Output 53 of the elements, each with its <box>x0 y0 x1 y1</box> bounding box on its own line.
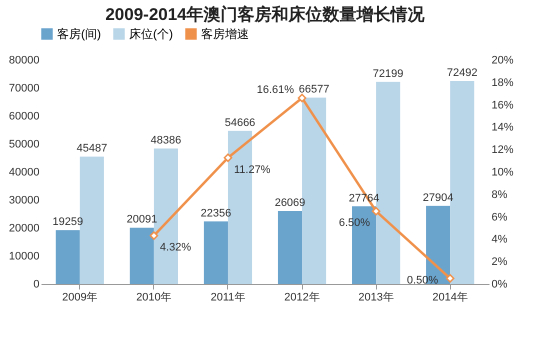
y-tick-label: 30000 <box>8 194 40 206</box>
point <box>298 94 306 102</box>
chart-title: 2009-2014年澳门客房和床位数量增长情况 <box>105 5 426 24</box>
y2-tick-label: 18% <box>492 76 514 89</box>
point <box>446 274 454 283</box>
legend-label: 床位(个) <box>129 27 173 41</box>
bar <box>130 228 154 284</box>
x-tick-label: 2013年 <box>358 292 394 304</box>
y2-tick-label: 14% <box>492 122 514 134</box>
y2-tick-label: 0% <box>492 278 508 290</box>
y2-tick-label: 6% <box>492 211 508 224</box>
x-tick-label: 2009年 <box>62 292 98 304</box>
y-tick-label: 20000 <box>8 222 40 234</box>
data-label: 19259 <box>52 216 84 228</box>
data-label: 27904 <box>422 192 454 204</box>
y2-tick-label: 12% <box>492 144 514 156</box>
legend-label: 客房(间) <box>57 27 101 41</box>
bar <box>278 211 302 284</box>
data-label: 11.27% <box>234 164 271 176</box>
y-tick-label: 40000 <box>8 166 40 178</box>
y2-tick-label: 4% <box>492 234 508 246</box>
data-label: 4.32% <box>160 242 192 254</box>
data-label: 22356 <box>200 207 232 220</box>
point <box>150 231 158 240</box>
data-label: 66577 <box>298 84 330 96</box>
y-tick-label: 60000 <box>8 110 40 122</box>
data-label: 72199 <box>372 68 404 80</box>
legend-label: 客房增速 <box>201 27 249 41</box>
y-tick-label: 10000 <box>8 250 40 262</box>
data-label: 20091 <box>126 214 158 226</box>
bar <box>204 221 228 284</box>
point <box>224 153 232 162</box>
y-tick-label: 80000 <box>8 54 40 66</box>
x-tick-label: 2011年 <box>210 292 246 304</box>
y2-tick-label: 16% <box>492 99 514 112</box>
y2-tick-label: 8% <box>492 188 508 201</box>
y2-tick-label: 10% <box>492 166 514 178</box>
y-tick-label: 0 <box>33 278 40 290</box>
x-tick-label: 2012年 <box>284 292 320 304</box>
point <box>372 206 380 216</box>
y2-tick-label: 20% <box>492 54 514 66</box>
y2-tick-label: 2% <box>492 256 508 268</box>
data-label: 16.61% <box>256 84 294 96</box>
x-tick-label: 2010年 <box>136 292 172 304</box>
data-label: 26069 <box>274 197 306 210</box>
y-tick-label: 70000 <box>8 82 40 94</box>
data-label: 48386 <box>150 134 182 147</box>
data-label: 72492 <box>446 67 478 80</box>
bar <box>56 230 80 284</box>
y-tick-label: 50000 <box>8 138 40 150</box>
x-tick-label: 2014年 <box>432 292 468 304</box>
data-label: 45487 <box>76 142 108 155</box>
data-label: 54666 <box>224 116 256 129</box>
